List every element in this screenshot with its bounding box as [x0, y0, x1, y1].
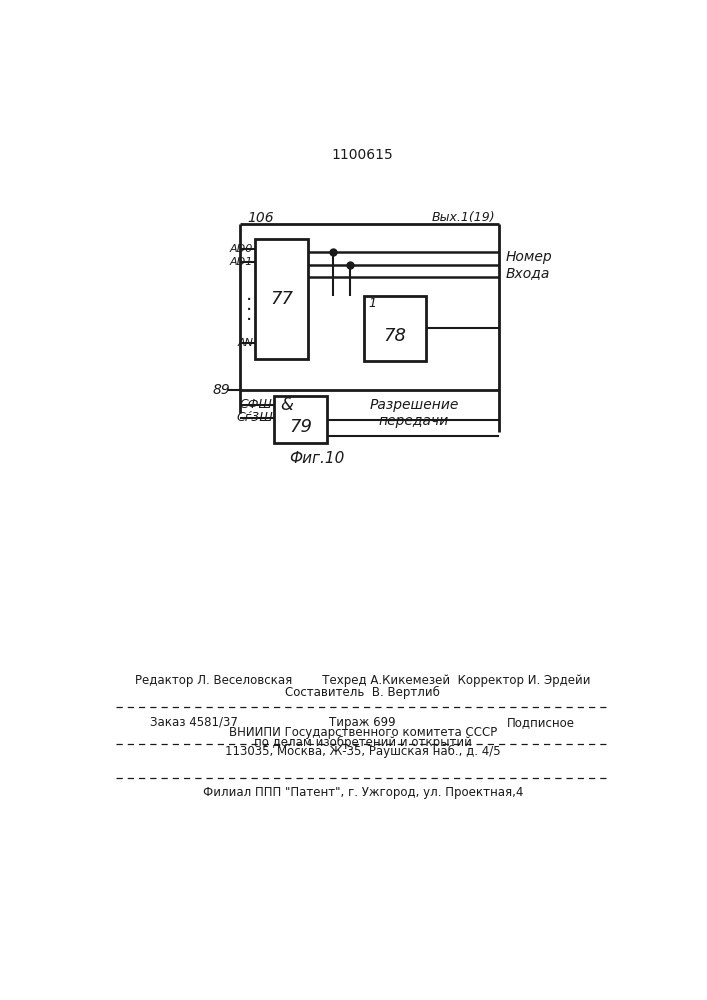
Text: Тираж 699: Тираж 699 [329, 716, 396, 729]
Bar [255, 239, 308, 359]
Text: 78: 78 [383, 327, 406, 345]
Text: Вых.1(19): Вых.1(19) [432, 211, 495, 224]
Text: Филиал ППП "Патент", г. Ужгород, ул. Проектная,4: Филиал ППП "Патент", г. Ужгород, ул. Про… [202, 786, 523, 799]
Text: 1100615: 1100615 [332, 148, 394, 162]
Text: Редактор Л. Веселовская        Техред А.Кикемезей  Корректор И. Эрдейи: Редактор Л. Веселовская Техред А.Кикемез… [135, 674, 590, 687]
Text: ·: · [245, 311, 252, 330]
Text: 89: 89 [212, 382, 230, 396]
Text: СФШ: СФШ [240, 398, 273, 411]
Bar [274, 396, 327, 443]
Text: AD0: AD0 [230, 244, 253, 254]
Text: 77: 77 [270, 290, 293, 308]
Text: 79: 79 [289, 418, 312, 436]
Text: ·: · [245, 291, 252, 310]
Text: 113035, Москва, Ж-35, Раушская наб., д. 4/5: 113035, Москва, Ж-35, Раушская наб., д. … [225, 745, 501, 758]
Text: Номер
Входа: Номер Входа [506, 250, 552, 280]
Bar [363, 296, 426, 361]
Text: 1: 1 [369, 297, 377, 310]
Text: ·: · [245, 301, 252, 320]
Text: Сѓ3Ш: Сѓ3Ш [236, 411, 273, 424]
Text: AN: AN [238, 338, 253, 348]
Text: Разрешение
передачи: Разрешение передачи [369, 398, 459, 428]
Text: Заказ 4581/37: Заказ 4581/37 [151, 716, 238, 729]
Text: 106: 106 [247, 211, 274, 225]
Text: Подписное: Подписное [507, 716, 575, 729]
Text: AD1: AD1 [230, 257, 253, 267]
Text: &: & [281, 396, 293, 414]
Text: Фиг.10: Фиг.10 [289, 451, 345, 466]
Text: по делам изобретений и открытий: по делам изобретений и открытий [254, 736, 472, 749]
Text: Составитель  В. Вертлиб: Составитель В. Вертлиб [286, 686, 440, 699]
Text: ВНИИПИ Государственного комитета СССР: ВНИИПИ Государственного комитета СССР [228, 726, 497, 739]
